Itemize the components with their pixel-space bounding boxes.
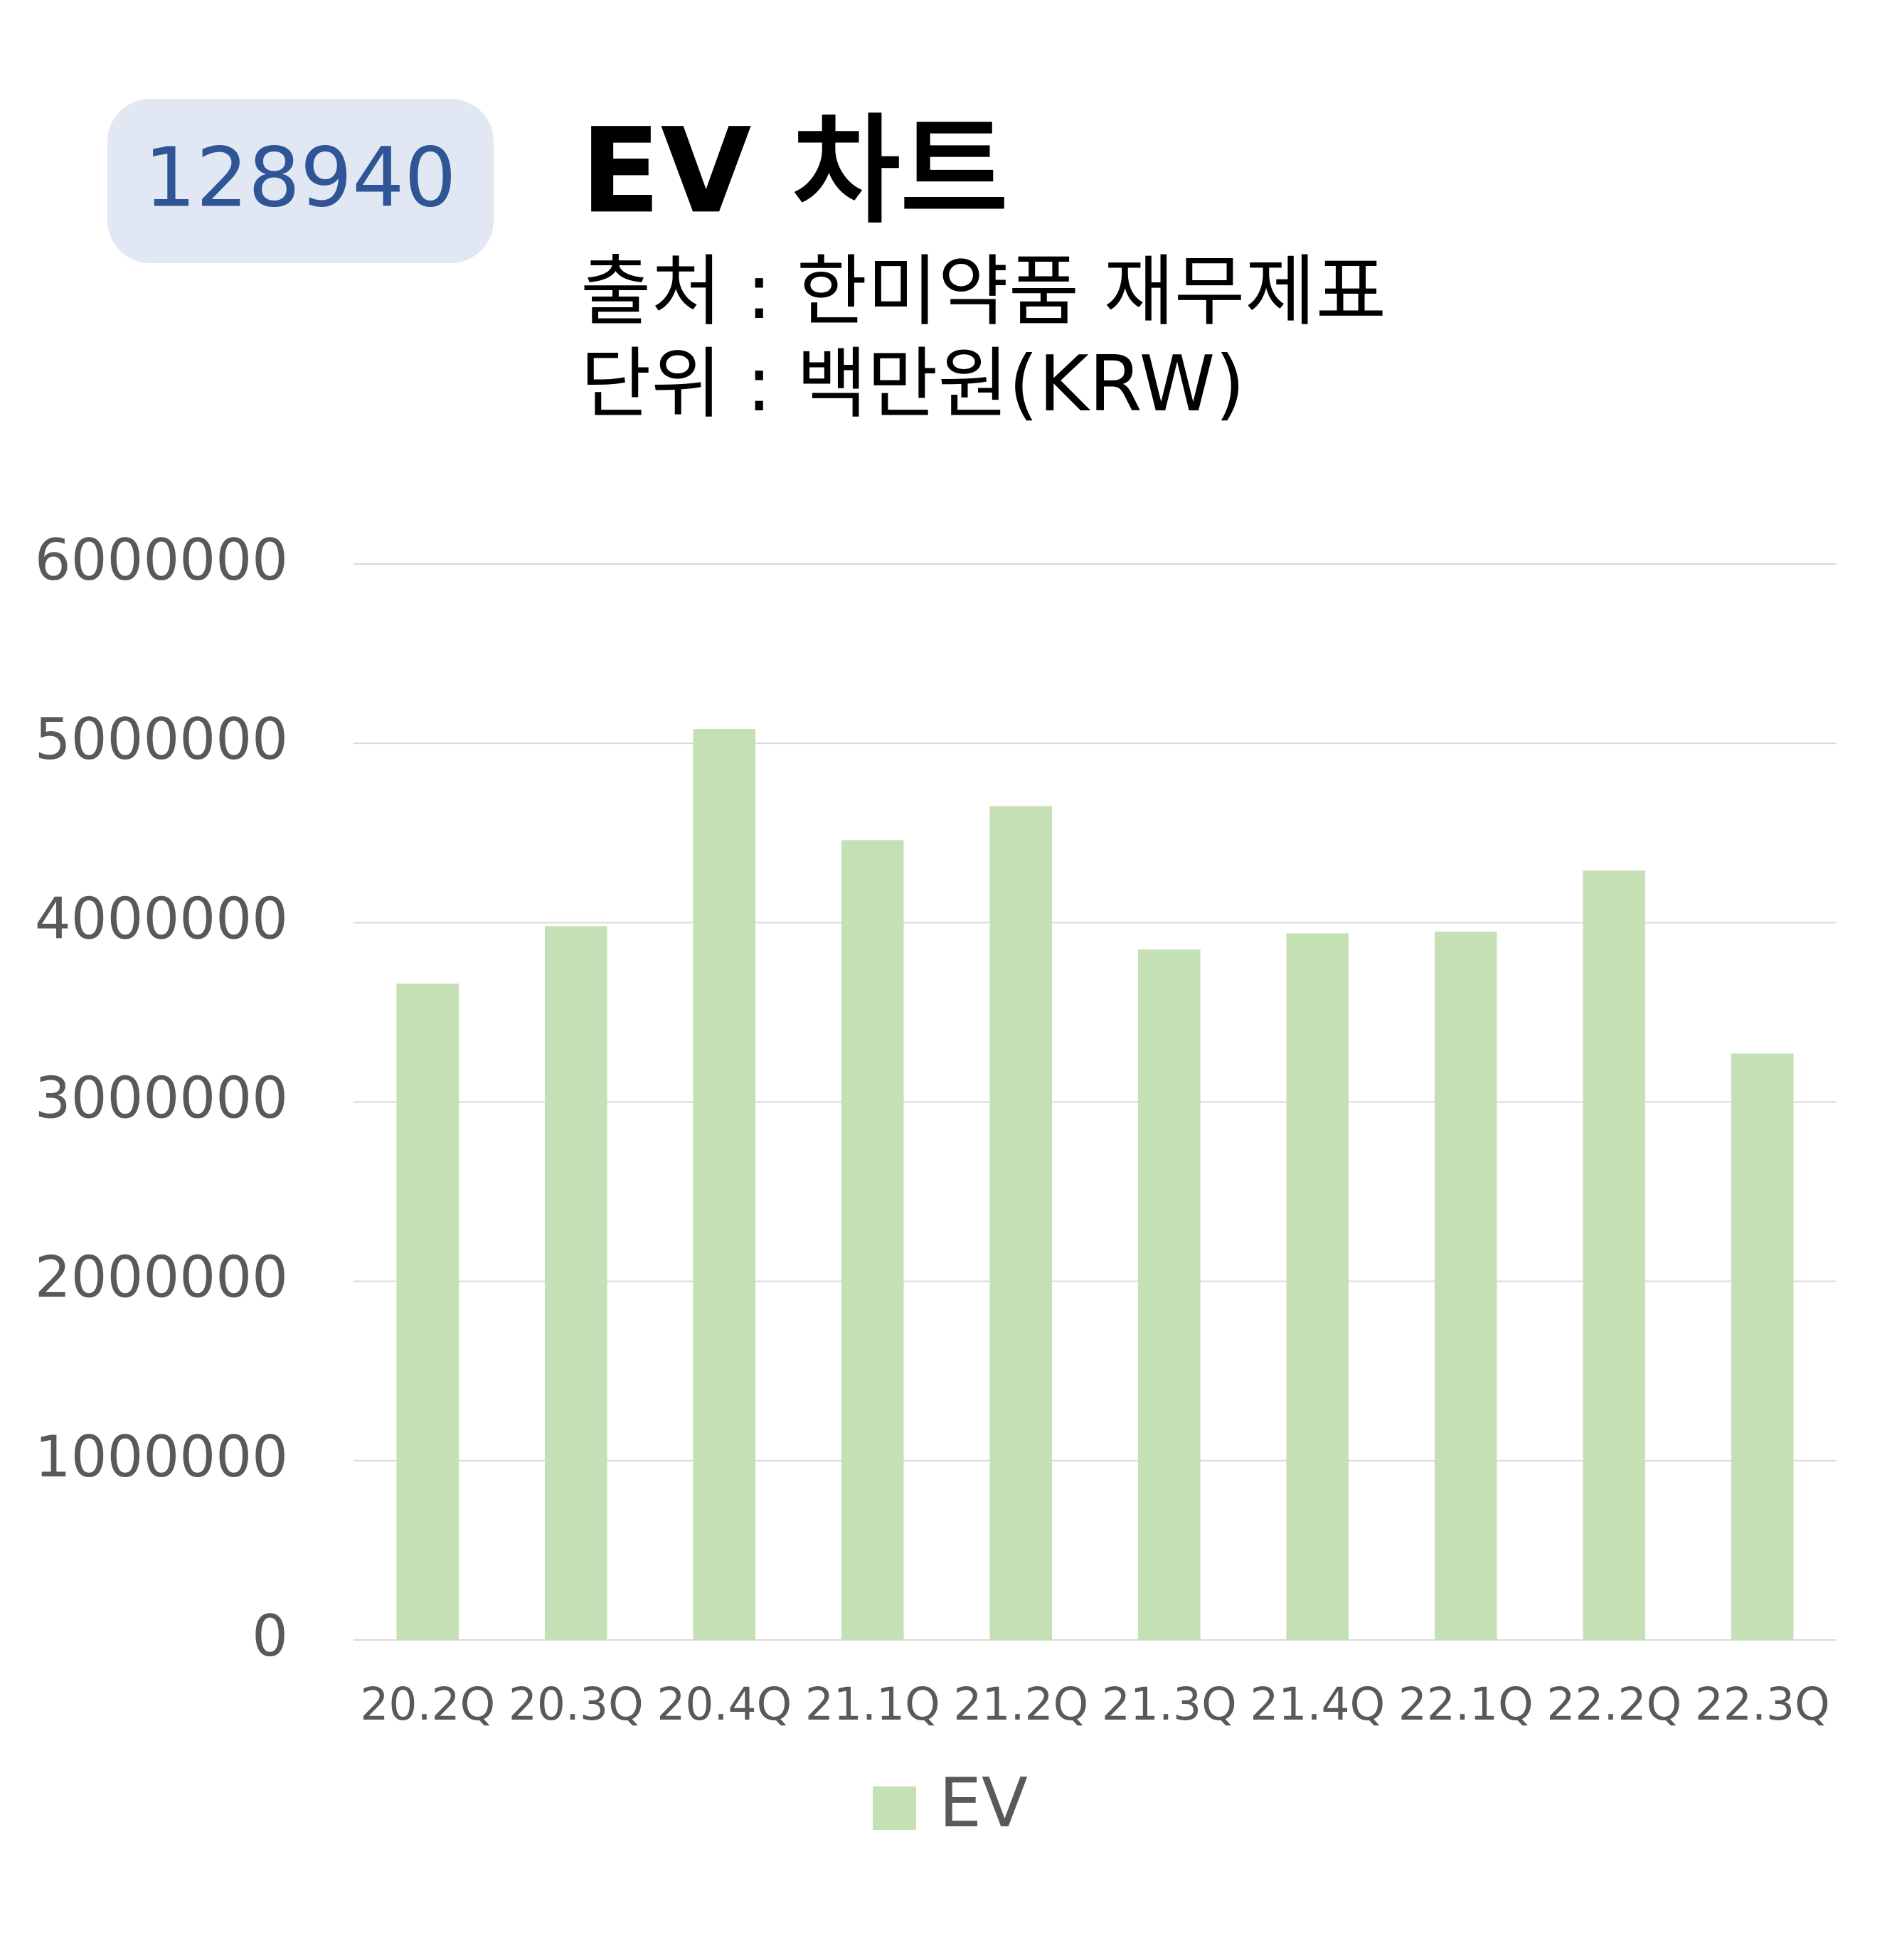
x-tick-label: 21.1Q	[805, 1678, 940, 1730]
x-tick-label: 22.3Q	[1695, 1678, 1830, 1730]
x-tick-label: 21.4Q	[1250, 1678, 1385, 1730]
y-tick-label: 0	[252, 1603, 288, 1669]
subtitle: 출처 : 한미약품 재무제표	[580, 247, 1386, 336]
x-tick-label: 20.3Q	[509, 1678, 644, 1730]
x-tick-label: 20.2Q	[360, 1678, 495, 1730]
bar	[1583, 870, 1646, 1640]
x-tick-label: 20.4Q	[657, 1678, 792, 1730]
x-tick-label: 22.1Q	[1398, 1678, 1534, 1730]
chart-title: EV 차트	[580, 102, 1008, 239]
x-tick-label: 21.2Q	[953, 1678, 1088, 1730]
y-tick-label: 2000000	[35, 1245, 288, 1311]
subtitle: 단위 : 백만원(KRW)	[580, 340, 1245, 429]
y-tick-label: 1000000	[35, 1424, 288, 1490]
bar	[1286, 933, 1349, 1640]
x-tick-label: 22.2Q	[1546, 1678, 1681, 1730]
bar	[396, 984, 459, 1640]
y-tick-label: 4000000	[35, 885, 288, 952]
bar	[544, 926, 607, 1640]
bar	[1137, 949, 1201, 1640]
bar	[989, 806, 1053, 1640]
bar	[693, 728, 756, 1640]
bar	[1434, 931, 1497, 1640]
legend-label: EV	[939, 1764, 1028, 1843]
badge: 128940	[144, 131, 457, 226]
y-tick-label: 3000000	[35, 1065, 288, 1131]
x-tick-label: 21.3Q	[1102, 1678, 1237, 1730]
badge-box	[107, 99, 494, 263]
bar	[841, 840, 904, 1640]
y-tick-label: 5000000	[35, 706, 288, 772]
y-tick-label: 6000000	[35, 527, 288, 593]
legend-swatch	[873, 1786, 916, 1830]
bar	[1731, 1053, 1794, 1640]
